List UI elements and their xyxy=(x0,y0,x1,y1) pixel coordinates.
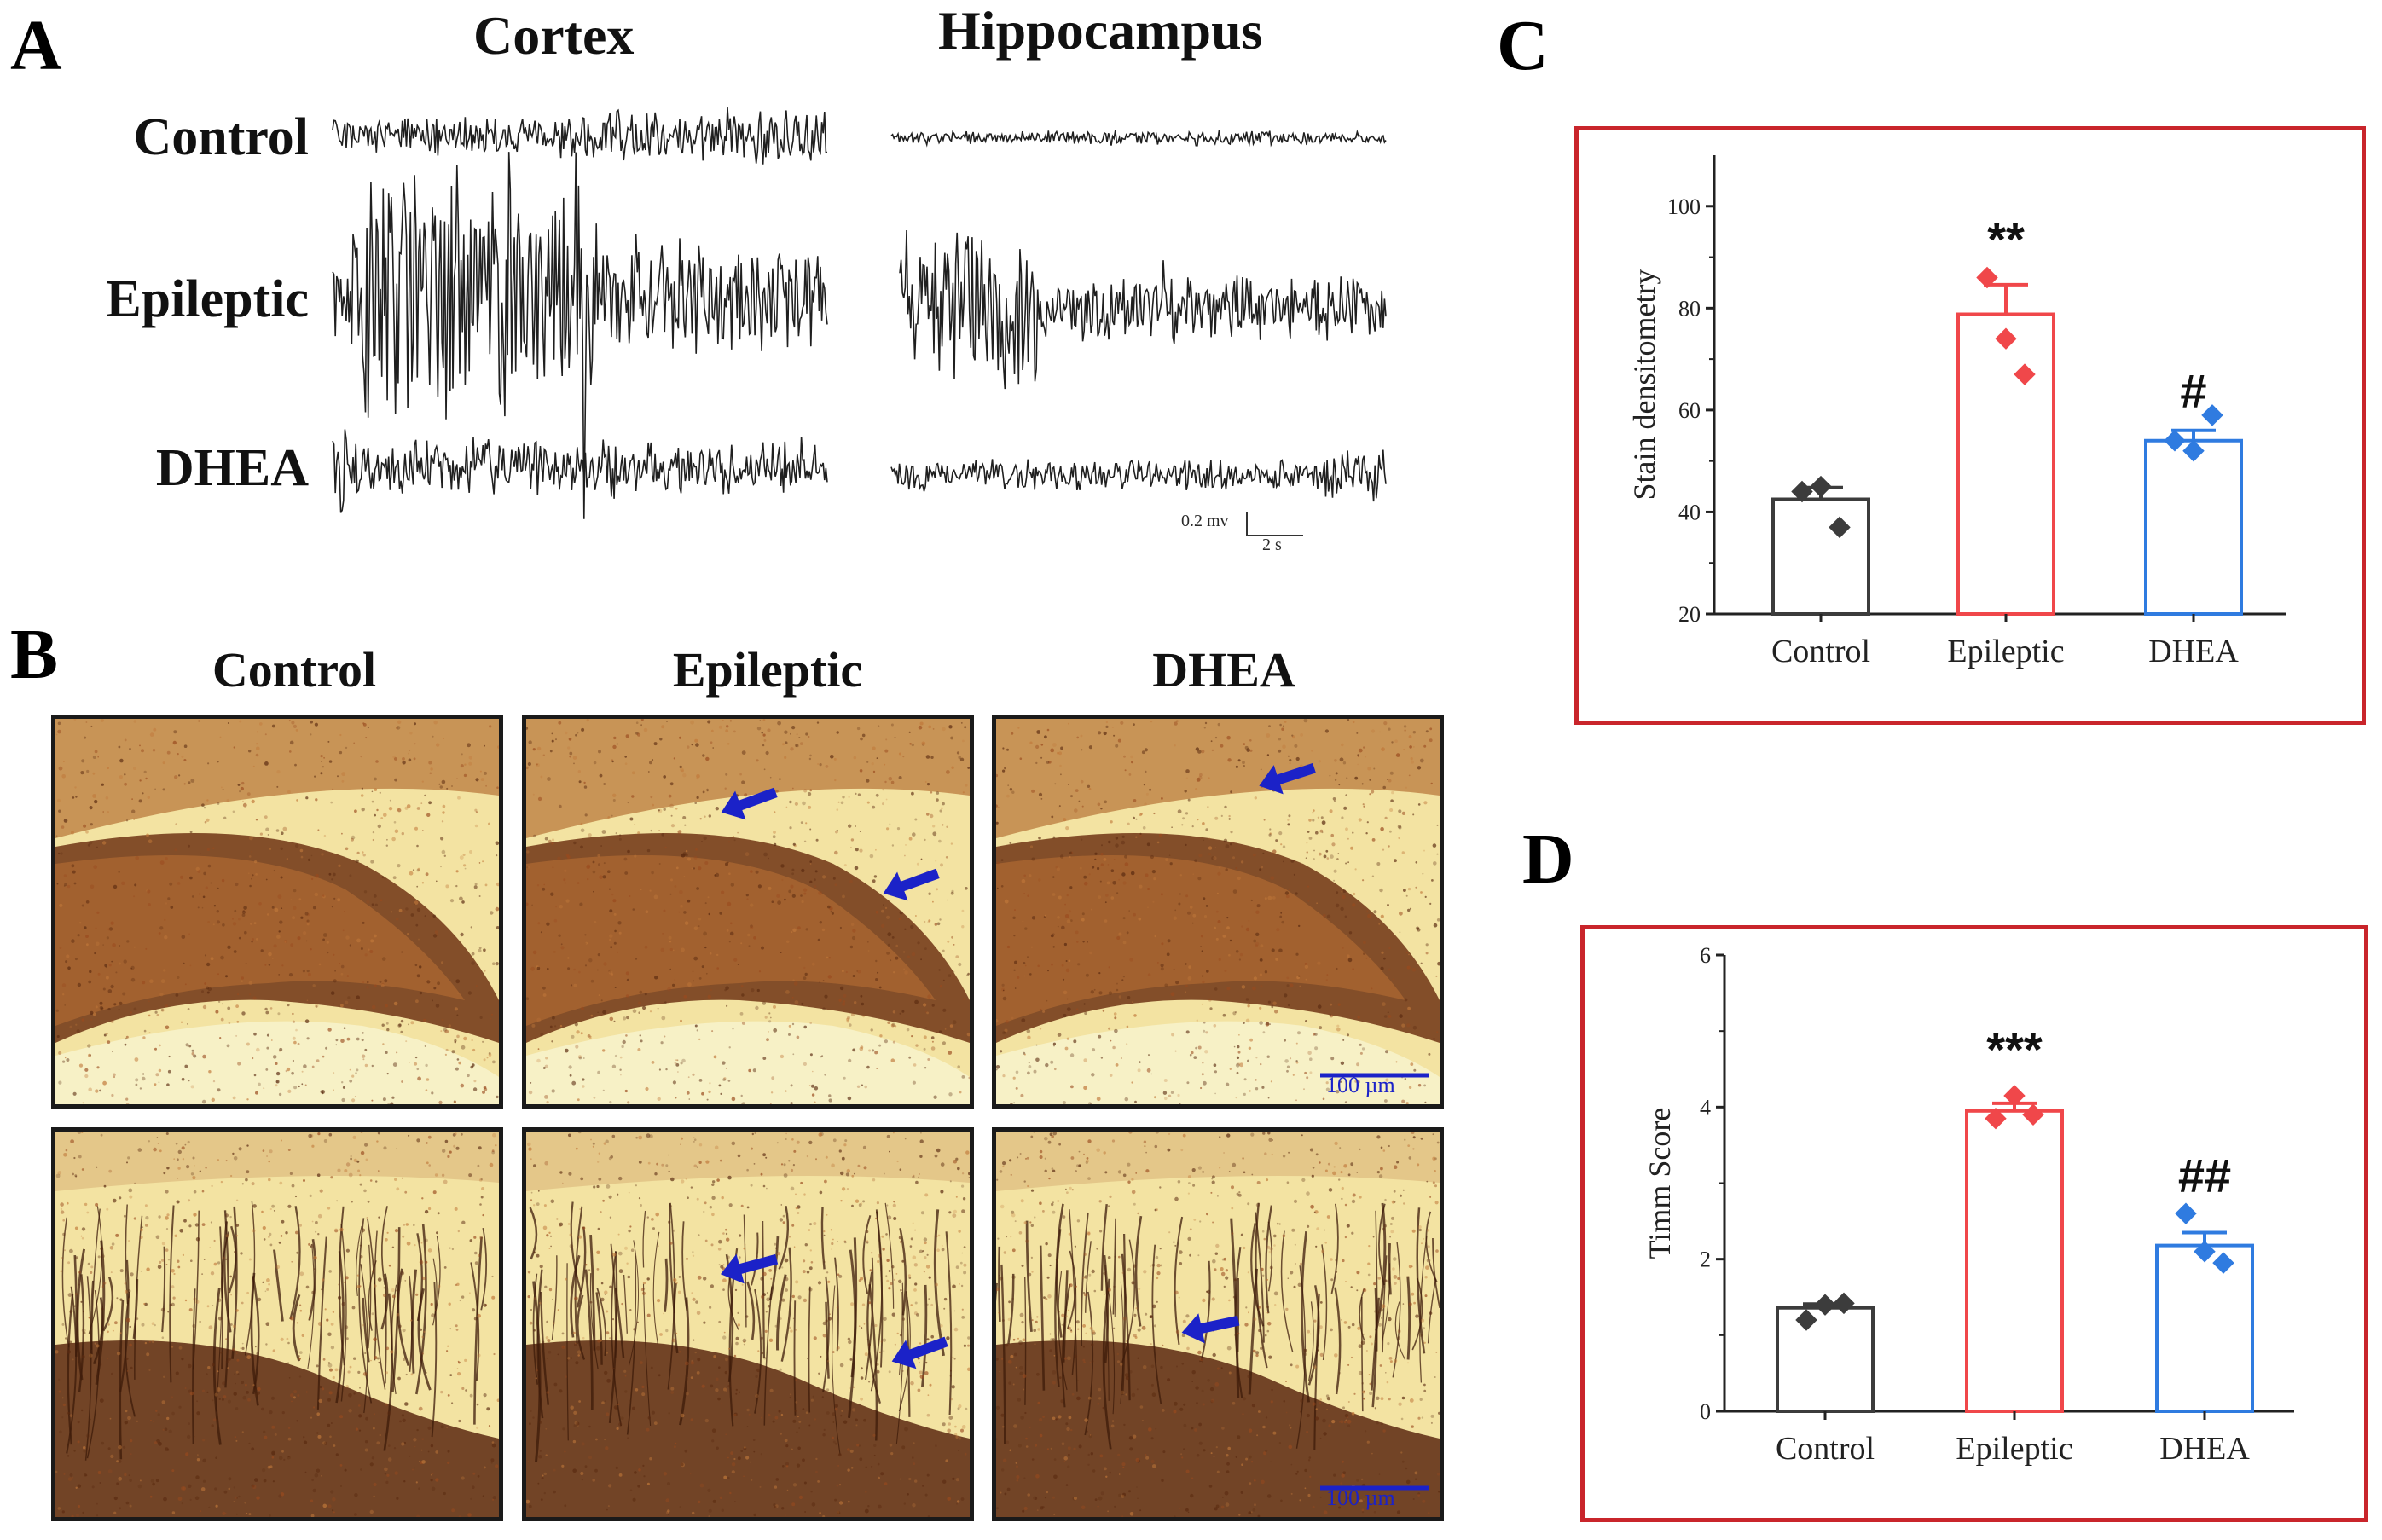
histology-arrow-icon xyxy=(1259,762,1316,795)
y-axis-label: Stain densitometry xyxy=(1627,269,1661,501)
panel-b-column-control: Control xyxy=(212,642,377,698)
panel-c-letter: C xyxy=(1497,6,1549,85)
significance-label: # xyxy=(2180,364,2206,418)
x-tick-label: Epileptic xyxy=(1947,634,2064,669)
histology-dhea-top xyxy=(992,715,1444,1109)
histology-dhea-bottom xyxy=(992,1127,1444,1521)
error-bar-dhea xyxy=(2171,428,2216,441)
eeg-cortex-dhea xyxy=(332,429,828,513)
histology-arrow-icon xyxy=(891,1336,948,1369)
panel-b-column-epileptic: Epileptic xyxy=(672,642,863,698)
panel-a-row-control: Control xyxy=(133,108,309,166)
x-tick-label: DHEA xyxy=(2159,1431,2250,1467)
bar-control xyxy=(1776,1306,1875,1413)
y-tick-label: 0 xyxy=(1700,1399,1711,1424)
y-tick-label: 80 xyxy=(1678,296,1701,321)
x-tick-label: DHEA xyxy=(2148,634,2239,669)
significance-label: ## xyxy=(2178,1149,2231,1202)
histology-scale-label-bottom: 100 µm xyxy=(1326,1485,1395,1510)
histology-arrow-icon xyxy=(883,868,940,901)
eeg-scale-amplitude-label: 0.2 mv xyxy=(1181,512,1229,530)
panel-a-letter: A xyxy=(10,6,62,85)
y-axis-label: Timm Score xyxy=(1643,1108,1677,1259)
histology-control-top xyxy=(51,715,503,1109)
panel-d-frame xyxy=(1580,925,2368,1522)
y-tick-label: 4 xyxy=(1700,1095,1711,1120)
y-tick-label: 20 xyxy=(1678,602,1701,627)
panel-b-column-dhea: DHEA xyxy=(1152,642,1295,698)
panel-a-column-cortex: Cortex xyxy=(473,5,635,66)
histology-arrow-icon xyxy=(720,1253,779,1284)
histology-epileptic-top xyxy=(522,715,974,1109)
y-tick-label: 60 xyxy=(1678,398,1701,423)
y-tick-label: 40 xyxy=(1678,500,1701,524)
bar-dhea xyxy=(2144,438,2243,616)
y-tick-label: 2 xyxy=(1700,1248,1711,1272)
significance-label: ** xyxy=(1987,212,2025,266)
x-tick-label: Control xyxy=(1771,634,1870,669)
histology-arrow-icon xyxy=(1181,1313,1240,1344)
histology-arrow-icon xyxy=(721,787,778,820)
eeg-scale-bar xyxy=(1246,512,1303,536)
histology-control-bottom xyxy=(51,1127,503,1521)
panel-a-row-dhea: DHEA xyxy=(155,439,309,497)
eeg-traces xyxy=(332,107,1387,536)
eeg-hippocampus-control xyxy=(890,129,1387,148)
bar-dhea xyxy=(2155,1243,2254,1414)
x-tick-label: Epileptic xyxy=(1956,1431,2072,1467)
error-bar-epileptic xyxy=(1984,282,2028,315)
panel-b-letter: B xyxy=(10,615,59,694)
significance-label: *** xyxy=(1986,1022,2043,1076)
eeg-cortex-epileptic xyxy=(332,152,828,519)
y-tick-label: 100 xyxy=(1667,194,1701,219)
y-tick-label: 6 xyxy=(1700,943,1711,968)
eeg-cortex-control xyxy=(332,107,828,165)
histology-scale-label-top: 100 µm xyxy=(1326,1073,1395,1097)
data-point xyxy=(2175,1202,2197,1224)
histology-epileptic-bottom xyxy=(522,1127,974,1521)
panel-d-letter: D xyxy=(1522,819,1574,899)
panel-a-column-hippocampus: Hippocampus xyxy=(938,0,1263,61)
eeg-hippocampus-epileptic xyxy=(899,229,1387,390)
x-tick-label: Control xyxy=(1776,1431,1875,1467)
eeg-hippocampus-dhea xyxy=(890,449,1387,502)
eeg-scale-time-label: 2 s xyxy=(1262,536,1282,554)
panel-c-frame xyxy=(1574,126,2366,725)
panel-a-row-epileptic: Epileptic xyxy=(106,270,309,328)
bar-epileptic xyxy=(1965,1109,2064,1413)
